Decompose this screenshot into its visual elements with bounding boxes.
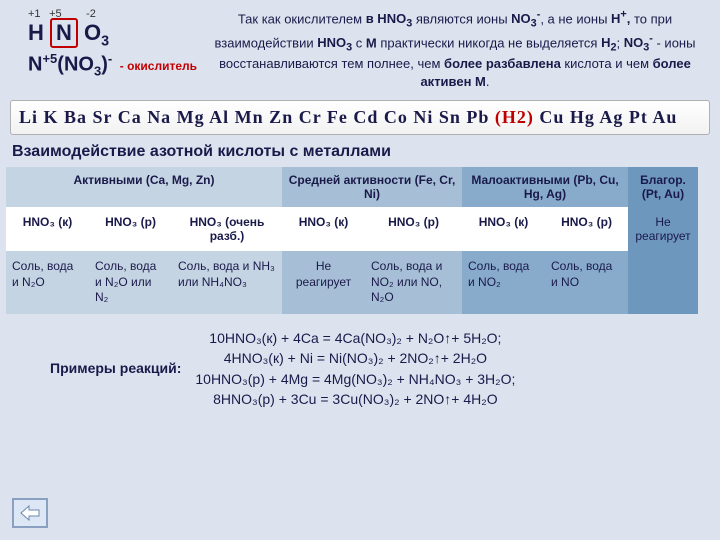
explanation-text: Так как окислителем в HNO3 являются ионы… (208, 8, 708, 90)
col-8-noble: Не реагирует (628, 207, 698, 251)
cell-6: Соль, вода и NO₂ (462, 251, 545, 314)
paren-close: ) (101, 54, 108, 76)
eq1: 10HNO₃(к) + 4Ca = 4Ca(NO₃)₂ + N₂O↑+ 5H₂O… (195, 328, 515, 348)
oxidizer-label: - окислитель (120, 59, 197, 73)
back-button[interactable] (12, 498, 48, 528)
N-charge: +5 (42, 51, 57, 66)
col-4: HNO₃ (к) (282, 207, 365, 251)
col-2: HNO₃ (р) (89, 207, 172, 251)
col-3: HNO₃ (очень разб.) (172, 207, 282, 251)
eq3: 10HNO₃(р) + 4Mg = 4Mg(NO₃)₂ + NH₄NO₃ + 3… (195, 369, 515, 389)
hdr-low: Малоактивными (Pb, Cu, Hg, Ag) (462, 167, 628, 207)
table-subheader-row: HNO₃ (к) HNO₃ (р) HNO₃ (очень разб.) HNO… (6, 207, 714, 251)
equations: 10HNO₃(к) + 4Ca = 4Ca(NO₃)₂ + N₂O↑+ 5H₂O… (195, 328, 515, 409)
cell-3: Соль, вода и NH₃ или NH₄NO₃ (172, 251, 282, 314)
N-boxed: N (50, 18, 78, 48)
hdr-noble: Благор. (Pt, Au) (628, 167, 698, 207)
table-data-row: Соль, вода и N₂O Соль, вода и N₂O или N₂… (6, 251, 714, 314)
col-5: HNO₃ (р) (365, 207, 462, 251)
formula-block: +1 +5 -2 H N O3 N+5(NO3)- - окислитель (28, 8, 208, 90)
reaction-table: Активными (Ca, Mg, Zn) Средней активност… (6, 167, 714, 314)
cell-7: Соль, вода и NO (545, 251, 628, 314)
cell-4: Не реагирует (282, 251, 365, 314)
H: H (28, 20, 44, 45)
hdr-active: Активными (Ca, Mg, Zn) (6, 167, 282, 207)
cell-2: Соль, вода и N₂O или N₂ (89, 251, 172, 314)
eq4: 8HNO₃(р) + 3Cu = 3Cu(NO₃)₂ + 2NO↑+ 4H₂O (195, 389, 515, 409)
N: N (28, 54, 42, 76)
examples-block: Примеры реакций: 10HNO₃(к) + 4Ca = 4Ca(N… (0, 328, 720, 409)
hdr-medium: Средней активности (Fe, Cr, Ni) (282, 167, 462, 207)
section-title: Взаимодействие азотной кислоты с металла… (12, 143, 708, 161)
col-6: HNO₃ (к) (462, 207, 545, 251)
O3: O3 (84, 20, 109, 45)
col-7: HNO₃ (р) (545, 207, 628, 251)
formula-ion: N+5(NO3)- - окислитель (28, 51, 208, 79)
cell-8 (628, 251, 698, 314)
arrow-left-icon (19, 504, 41, 522)
formula-HNO3: H N O3 (28, 18, 208, 49)
cell-1: Соль, вода и N₂O (6, 251, 89, 314)
top-area: +1 +5 -2 H N O3 N+5(NO3)- - окислитель Т… (0, 0, 720, 94)
activity-series: Li K Ba Sr Ca Na Mg Al Mn Zn Cr Fe Cd Co… (10, 100, 710, 135)
minus: - (108, 51, 112, 66)
eq2: 4HNO₃(к) + Ni = Ni(NO₃)₂ + 2NO₂↑+ 2H₂O (195, 348, 515, 368)
col-1: HNO₃ (к) (6, 207, 89, 251)
table-header-row: Активными (Ca, Mg, Zn) Средней активност… (6, 167, 714, 207)
O: O (84, 20, 101, 45)
paren-NO: (NO (57, 54, 94, 76)
cell-5: Соль, вода и NO₂ или NO, N₂O (365, 251, 462, 314)
series-h2: (H2) (495, 107, 534, 127)
series-before-h2: Li K Ba Sr Ca Na Mg Al Mn Zn Cr Fe Cd Co… (19, 107, 495, 127)
series-after-h2: Cu Hg Ag Pt Au (534, 107, 678, 127)
examples-label: Примеры реакций: (50, 360, 181, 377)
